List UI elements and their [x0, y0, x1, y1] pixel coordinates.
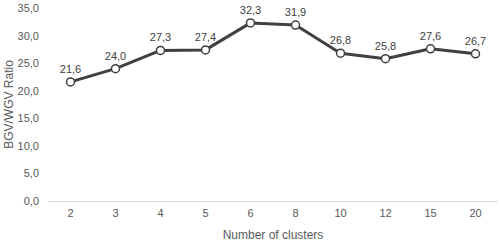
y-tick-label: 25,0	[18, 57, 39, 69]
y-tick-label: 10,0	[18, 140, 39, 152]
y-tick	[45, 173, 48, 174]
x-tick-label: 15	[424, 207, 436, 219]
y-tick	[45, 35, 48, 36]
plot-area	[67, 19, 480, 86]
y-tick-label: 35,0	[18, 2, 39, 14]
y-tick-label: 30,0	[18, 30, 39, 42]
point-marker	[247, 19, 255, 27]
y-tick-label: 5,0	[24, 167, 39, 179]
point-marker	[337, 49, 345, 57]
y-axis-title: BGV/WGV Ratio	[2, 60, 16, 149]
point-marker	[292, 21, 300, 29]
point-marker	[382, 55, 390, 63]
chart: 0,0 5,0 10,0 15,0 20,0 25,0 30,0 35,0 2 3 4 5 6 8 10 12…	[0, 0, 500, 244]
data-label: 31,9	[285, 6, 306, 18]
series-line	[71, 23, 476, 82]
x-tick-label: 12	[379, 207, 391, 219]
y-tick-label: 0,0	[24, 195, 39, 207]
x-tick-label: 4	[157, 207, 163, 219]
y-tick	[45, 8, 48, 9]
x-tick-label: 3	[112, 207, 118, 219]
data-label: 26,8	[330, 34, 351, 46]
x-tick-label: 5	[202, 207, 208, 219]
x-tick-label: 2	[67, 207, 73, 219]
y-tick	[45, 63, 48, 64]
data-label: 21,6	[60, 63, 81, 75]
data-label: 26,7	[465, 35, 486, 47]
data-label: 27,3	[150, 31, 171, 43]
x-tick-label: 8	[292, 207, 298, 219]
x-tick-label: 20	[469, 207, 481, 219]
data-label: 27,4	[195, 31, 216, 43]
y-tick	[45, 90, 48, 91]
x-axis-line	[48, 201, 498, 202]
data-label: 32,3	[240, 4, 261, 16]
point-marker	[67, 78, 75, 86]
point-marker	[157, 46, 165, 54]
data-label: 25,8	[375, 40, 396, 52]
y-tick-label: 15,0	[18, 112, 39, 124]
y-tick	[45, 145, 48, 146]
x-tick-label: 10	[334, 207, 346, 219]
point-marker	[112, 65, 120, 73]
y-tick	[45, 118, 48, 119]
y-tick	[45, 201, 48, 202]
y-tick-label: 20,0	[18, 85, 39, 97]
point-marker	[427, 45, 435, 53]
data-label: 24,0	[105, 50, 126, 62]
data-label: 27,6	[420, 30, 441, 42]
point-marker	[202, 46, 210, 54]
point-marker	[472, 50, 480, 58]
x-axis-title: Number of clusters	[223, 228, 324, 242]
x-tick-label: 6	[247, 207, 253, 219]
